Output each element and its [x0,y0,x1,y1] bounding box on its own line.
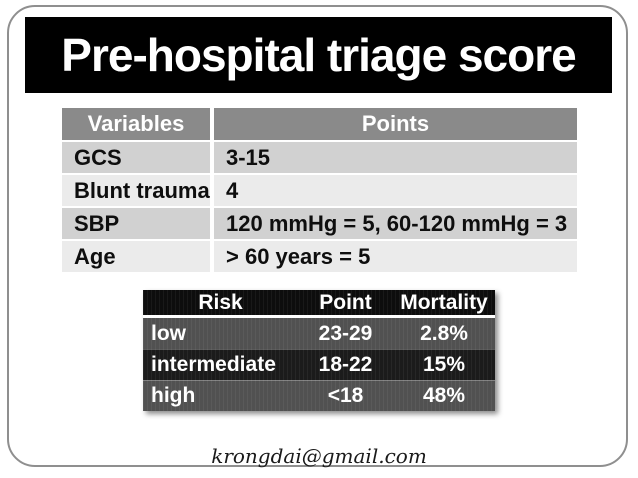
variables-header-cell: Variables [62,108,210,140]
risk-cell: high [151,384,196,407]
table-row: SBP 120 mmHg = 5, 60-120 mmHg = 3 [62,208,577,239]
risk-cell: low [151,321,186,345]
point-header-cell: Point [319,290,372,314]
mortality-header-cell: Mortality [400,290,488,314]
points-header-cell: Points [214,108,577,140]
variable-cell: SBP [62,208,210,239]
risk-table-header-row: Risk Point Mortality [143,290,495,318]
variables-table-header-row: Variables Points [62,108,577,140]
slide-title: Pre-hospital triage score [61,29,576,81]
mortality-cell: 2.8% [420,321,468,345]
table-row: Blunt trauma 4 [62,175,577,206]
table-row: intermediate 18-22 15% [143,349,495,380]
variable-cell: Blunt trauma [62,175,210,206]
table-row: low 23-29 2.8% [143,318,495,349]
table-row: high <18 48% [143,380,495,411]
table-row: GCS 3-15 [62,142,577,173]
mortality-cell: 48% [422,384,466,407]
mortality-cell: 15% [422,353,466,376]
risk-cell: intermediate [151,353,276,376]
footer-email: krongdai@gmail.com [211,444,427,468]
point-cell: 23-29 [318,321,373,345]
point-cell: 18-22 [318,353,373,376]
risk-table: Risk Point Mortality low 23-29 2.8% inte… [143,290,495,411]
variables-table: Variables Points GCS 3-15 Blunt trauma 4… [62,108,577,272]
point-cell: <18 [327,384,364,407]
slide-rounded-border [7,5,628,467]
points-cell: 120 mmHg = 5, 60-120 mmHg = 3 [214,208,577,239]
variable-cell: GCS [62,142,210,173]
table-row: Age > 60 years = 5 [62,241,577,272]
slide-title-bar: Pre-hospital triage score [25,17,612,93]
variable-cell: Age [62,241,210,272]
risk-header-cell: Risk [198,290,243,314]
points-cell: > 60 years = 5 [214,241,577,272]
points-cell: 3-15 [214,142,577,173]
points-cell: 4 [214,175,577,206]
